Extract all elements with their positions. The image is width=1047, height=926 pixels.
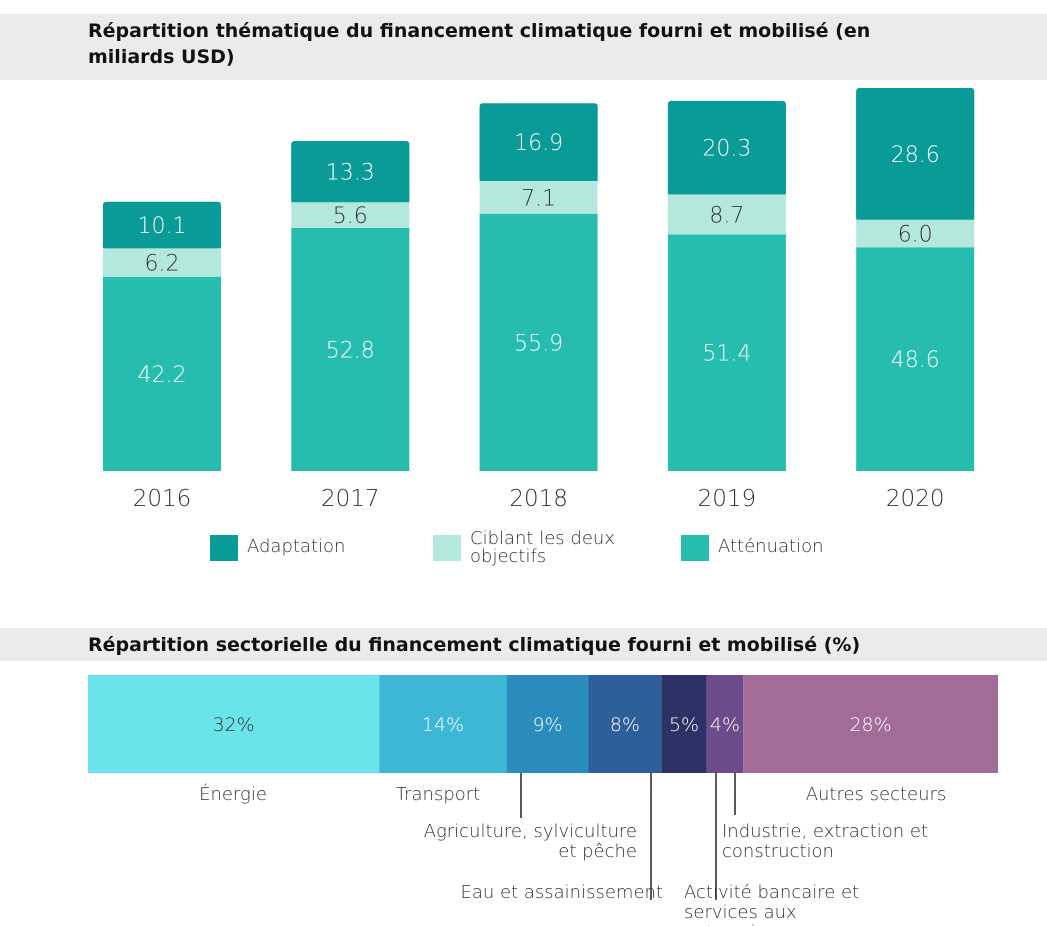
legend-label: Ciblant les deux objectifs (470, 528, 615, 567)
value-label: 32% (212, 714, 254, 736)
bar-segment (479, 180, 598, 214)
category-label: Activité bancaire et services aux entrep… (684, 882, 860, 926)
value-label: 4% (710, 714, 740, 736)
category-label: Eau et assainissement (460, 882, 663, 903)
bar-segment (103, 276, 221, 471)
value-label: 5% (669, 714, 699, 736)
legend-label: Atténuation (718, 536, 824, 557)
value-label: 10.1 (138, 214, 187, 239)
legend-swatch (681, 535, 709, 561)
value-label: 8% (610, 714, 640, 736)
value-label: 8.7 (709, 203, 744, 228)
value-label: 28% (849, 714, 891, 736)
value-label: 7.1 (521, 186, 556, 211)
chart-title: Répartition sectorielle du financement c… (88, 634, 861, 656)
bar-segment-base (291, 144, 410, 203)
bar-segment (479, 213, 598, 471)
x-tick-label: 2019 (698, 486, 757, 512)
value-label: 55.9 (514, 331, 563, 356)
bar-segment (291, 227, 410, 471)
x-tick-label: 2020 (886, 486, 945, 512)
value-label: 51.4 (702, 342, 751, 367)
value-label: 52.8 (326, 338, 375, 363)
category-label: Industrie, extraction et construction (722, 821, 929, 862)
x-tick-label: 2016 (133, 486, 192, 512)
category-label: Agriculture, sylviculture et pêche (423, 821, 637, 862)
value-label: 9% (532, 714, 562, 736)
bar-segment-base (856, 92, 975, 220)
bar-segment (588, 675, 662, 773)
value-label: 6.2 (145, 251, 180, 276)
bar-segment-base (667, 104, 786, 195)
value-label: 16.9 (514, 131, 563, 156)
title-band (0, 628, 1047, 661)
bar-segment (661, 675, 707, 773)
bar-segment (88, 675, 380, 773)
bar-segment (103, 248, 221, 277)
value-label: 13.3 (326, 161, 375, 186)
value-label: 28.6 (891, 143, 940, 168)
value-label: 5.6 (333, 204, 368, 229)
x-tick-label: 2017 (321, 486, 380, 512)
bar-segment (667, 234, 786, 471)
value-label: 48.6 (891, 348, 940, 373)
value-label: 42.2 (138, 363, 187, 388)
legend-swatch (433, 535, 461, 561)
bar-segment (506, 675, 589, 773)
chart-title: Répartition thématique du financement cl… (88, 20, 871, 68)
value-label: 20.3 (702, 137, 751, 162)
value-label: 14% (422, 714, 464, 736)
bar-segment (856, 247, 975, 471)
category-label: Énergie (199, 784, 267, 805)
bar-segment (667, 194, 786, 235)
legend-label: Adaptation (247, 536, 346, 557)
bar-segment (856, 219, 975, 248)
legend-swatch (210, 535, 238, 561)
category-label: Transport (395, 784, 481, 805)
bar-segment (291, 202, 410, 228)
bar-segment (706, 675, 744, 773)
x-tick-label: 2018 (509, 486, 568, 512)
title-band (0, 14, 1047, 80)
bar-segment-base (103, 205, 221, 249)
value-label: 6.0 (898, 222, 933, 247)
category-label: Autres secteurs (805, 784, 947, 805)
bar-segment-base (479, 107, 598, 181)
bar-segment (379, 675, 507, 773)
bar-segment (743, 675, 998, 773)
